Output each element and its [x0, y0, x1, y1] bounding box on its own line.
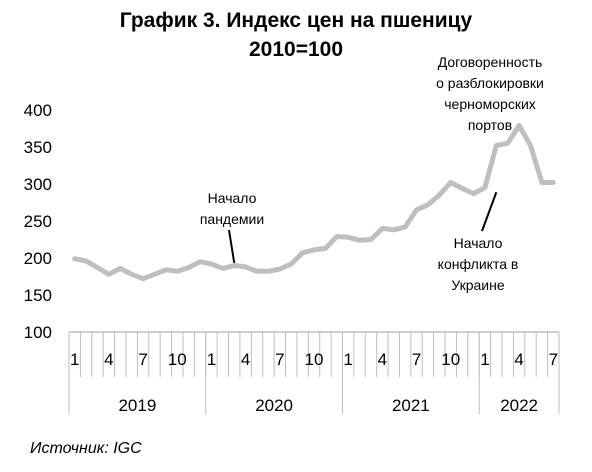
x-tick-label: 7: [138, 350, 147, 369]
source-note: Источник: IGC: [30, 440, 142, 457]
x-tick-label: 7: [549, 350, 558, 369]
annotation-ports-deal-line-3: черноморских: [444, 96, 536, 112]
annotation-pandemic-line-2: пандемии: [200, 211, 264, 227]
x-tick-label: 10: [168, 350, 187, 369]
x-tick-label: 4: [104, 350, 113, 369]
x-tick-label: 10: [305, 350, 324, 369]
year-label: 2022: [500, 396, 538, 415]
x-tick-label: 7: [275, 350, 284, 369]
chart-title-line-2: 2010=100: [248, 38, 344, 61]
year-label: 2019: [118, 396, 156, 415]
annotation-conflict-leader: [481, 191, 498, 232]
y-tick-label: 250: [24, 212, 52, 231]
x-tick-label: 1: [343, 350, 352, 369]
x-tick-label: 7: [412, 350, 421, 369]
chart-title: График 3. Индекс цен на пшеницу 2010=100: [0, 6, 592, 64]
year-label: 2021: [392, 396, 430, 415]
x-tick-label: 4: [378, 350, 387, 369]
x-tick-label: 4: [241, 350, 250, 369]
annotation-pandemic-leader: [228, 229, 236, 264]
y-tick-label: 200: [24, 249, 52, 268]
y-tick-label: 150: [24, 286, 52, 305]
annotation-ports-deal-line-2: о разблокировки: [436, 75, 544, 91]
annotation-conflict-line-3: Украине: [451, 277, 505, 293]
annotation-ports-deal-line-4: портов: [468, 117, 512, 133]
y-tick-label: 300: [24, 175, 52, 194]
annotation-ports-deal-line-1: Договоренность: [438, 54, 543, 70]
x-tick-label: 1: [480, 350, 489, 369]
series-line-wheat-index: [72, 123, 556, 282]
x-tick-label: 10: [441, 350, 460, 369]
y-tick-label: 400: [24, 101, 52, 120]
x-tick-label: 1: [70, 350, 79, 369]
year-label: 2020: [255, 396, 293, 415]
chart-title-line-1: График 3. Индекс цен на пшеницу: [119, 9, 473, 32]
annotation-conflict-line-1: Начало: [454, 235, 503, 251]
y-tick-label: 100: [24, 323, 52, 342]
annotation-conflict-line-2: конфликта в: [438, 256, 519, 272]
y-tick-label: 350: [24, 138, 52, 157]
x-tick-label: 1: [207, 350, 216, 369]
annotation-pandemic-line-1: Начало: [208, 190, 257, 206]
x-tick-label: 4: [514, 350, 523, 369]
